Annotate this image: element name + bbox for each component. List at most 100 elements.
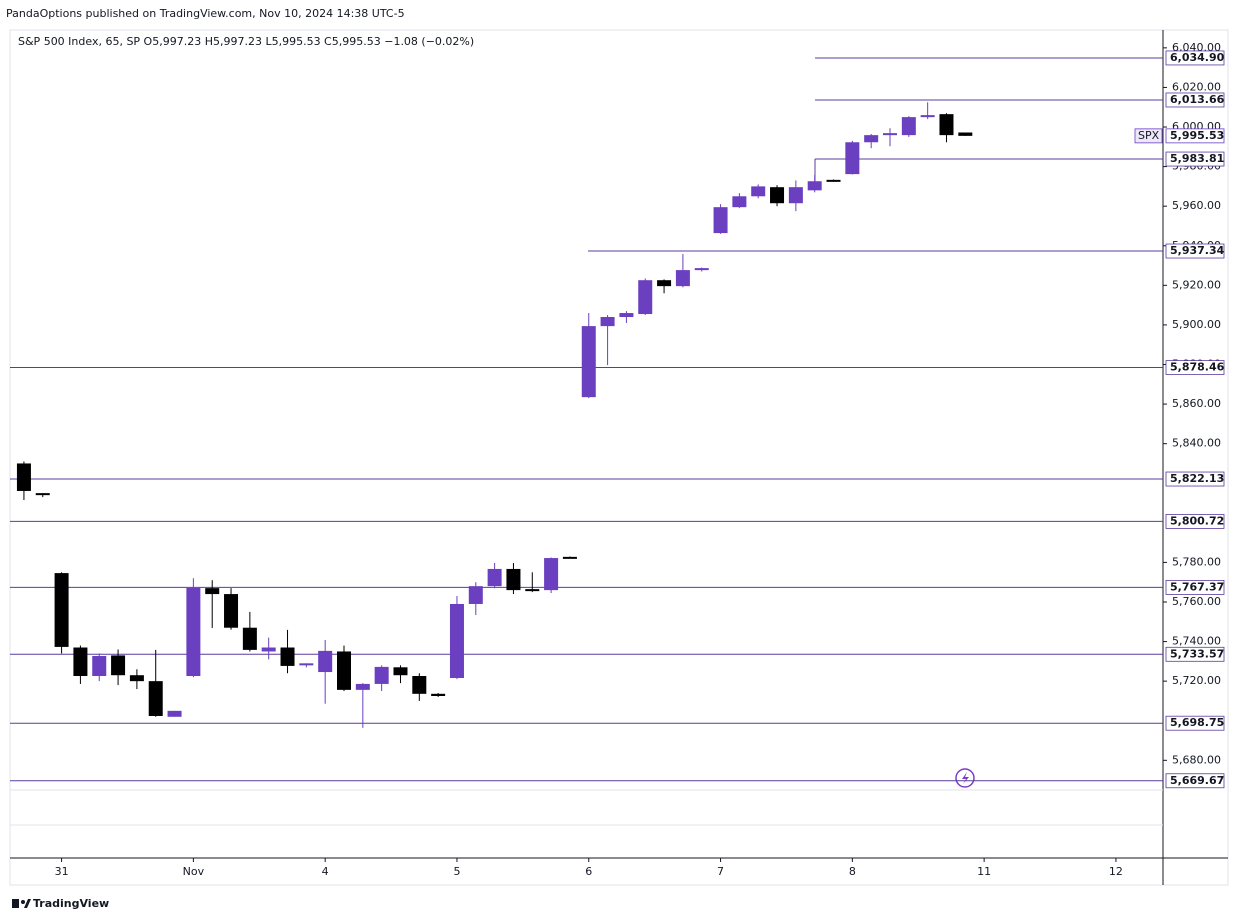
level-label-box	[1165, 471, 1225, 487]
level-label: 6,034.90	[1170, 51, 1225, 64]
candle-body	[54, 573, 69, 647]
y-tick-label: 5,680.00	[1172, 753, 1221, 766]
candle-body	[242, 627, 257, 650]
candle-body	[129, 675, 144, 682]
level-label-box	[1165, 773, 1225, 789]
candle-body	[148, 681, 163, 716]
candle-body	[111, 655, 126, 676]
candle-body	[186, 587, 201, 677]
candle-body	[337, 651, 352, 690]
candle-body	[788, 187, 803, 204]
candle-body	[393, 667, 408, 676]
candle-body	[299, 663, 314, 666]
x-tick-label: 4	[322, 865, 329, 878]
candle-body	[92, 656, 107, 677]
y-tick-label: 5,960.00	[1172, 199, 1221, 212]
level-label-box	[1165, 50, 1225, 66]
candle-body	[318, 650, 333, 673]
level-label-box	[1165, 151, 1225, 167]
last-name: SPX	[1138, 129, 1160, 142]
x-tick-label: 11	[977, 865, 991, 878]
candle-body	[939, 114, 954, 136]
candle-body	[732, 196, 747, 208]
x-tick-label: 31	[55, 865, 69, 878]
level-label: 5,669.67	[1170, 774, 1224, 787]
candle-body	[355, 683, 370, 690]
level-label-box	[1165, 243, 1225, 259]
alert-icon	[955, 768, 975, 788]
candle-body	[807, 181, 822, 191]
candle-body	[205, 588, 220, 595]
candle-body	[449, 603, 464, 678]
candle-body	[16, 463, 31, 491]
candle-body	[487, 568, 502, 587]
level-label-box	[1165, 580, 1225, 595]
candle-body	[770, 187, 785, 204]
frame	[9, 29, 1229, 886]
level-label-box	[1165, 360, 1225, 375]
y-tick-label: 5,900.00	[1172, 318, 1221, 331]
candle-body	[675, 270, 690, 287]
candle-body	[167, 710, 182, 717]
candle-body	[412, 676, 427, 694]
last-price-box	[1165, 128, 1225, 144]
last-price: 5,995.53	[1170, 129, 1224, 142]
level-label: 5,733.57	[1170, 647, 1224, 660]
candle-body	[581, 326, 596, 398]
candle-body	[600, 317, 615, 327]
candle-body	[261, 647, 276, 652]
candle-body	[864, 135, 879, 143]
x-tick-label: Nov	[183, 865, 205, 878]
y-tick-label: 5,840.00	[1172, 437, 1221, 450]
candle-body	[35, 493, 50, 496]
level-label-box	[1165, 514, 1225, 529]
level-label-box	[1165, 92, 1225, 108]
candle-body	[826, 179, 841, 182]
x-tick-label: 6	[585, 865, 592, 878]
candle-body	[431, 693, 446, 696]
candle-body	[713, 207, 728, 234]
level-label: 6,013.66	[1170, 93, 1225, 106]
level-label-box	[1165, 646, 1225, 662]
candle-body	[73, 647, 88, 677]
candle-body	[374, 666, 389, 684]
level-label: 5,937.34	[1170, 244, 1225, 257]
y-tick-label: 5,920.00	[1172, 278, 1221, 291]
y-tick-label: 6,020.00	[1172, 80, 1221, 93]
candle-body	[845, 142, 860, 175]
level-label: 5,698.75	[1170, 716, 1224, 729]
candle-body	[562, 556, 577, 559]
candle-body	[525, 589, 540, 592]
y-tick-label: 5,740.00	[1172, 635, 1221, 648]
candle-body	[638, 280, 653, 315]
y-tick-label: 5,860.00	[1172, 397, 1221, 410]
x-tick-label: 8	[849, 865, 856, 878]
candle-body	[506, 568, 521, 591]
level-label: 5,822.13	[1170, 472, 1224, 485]
level-label: 5,983.81	[1170, 152, 1224, 165]
level-label-box	[1165, 715, 1225, 731]
x-tick-label: 12	[1109, 865, 1123, 878]
candle-body	[224, 594, 239, 628]
x-tick-label: 7	[717, 865, 724, 878]
level-label: 5,878.46	[1170, 361, 1225, 374]
candle-body	[544, 558, 559, 591]
candle-body	[920, 115, 935, 118]
candle-body	[958, 132, 973, 136]
y-tick-label: 5,720.00	[1172, 674, 1221, 687]
candle-body	[901, 117, 916, 136]
level-label: 5,800.72	[1170, 514, 1224, 527]
candle-body	[751, 186, 766, 197]
candle-body	[619, 313, 634, 318]
level-label: 5,767.37	[1170, 580, 1224, 593]
candle-body	[694, 268, 709, 271]
y-tick-label: 5,760.00	[1172, 595, 1221, 608]
candle-body	[468, 586, 483, 604]
last-name-box	[1134, 128, 1163, 144]
logo	[12, 899, 31, 908]
legend: S&P 500 Index, 65, SP O5,997.23 H5,997.2…	[18, 35, 474, 48]
candle-body	[280, 647, 295, 666]
candle-body	[883, 133, 898, 136]
footer: TradingView	[33, 897, 109, 910]
